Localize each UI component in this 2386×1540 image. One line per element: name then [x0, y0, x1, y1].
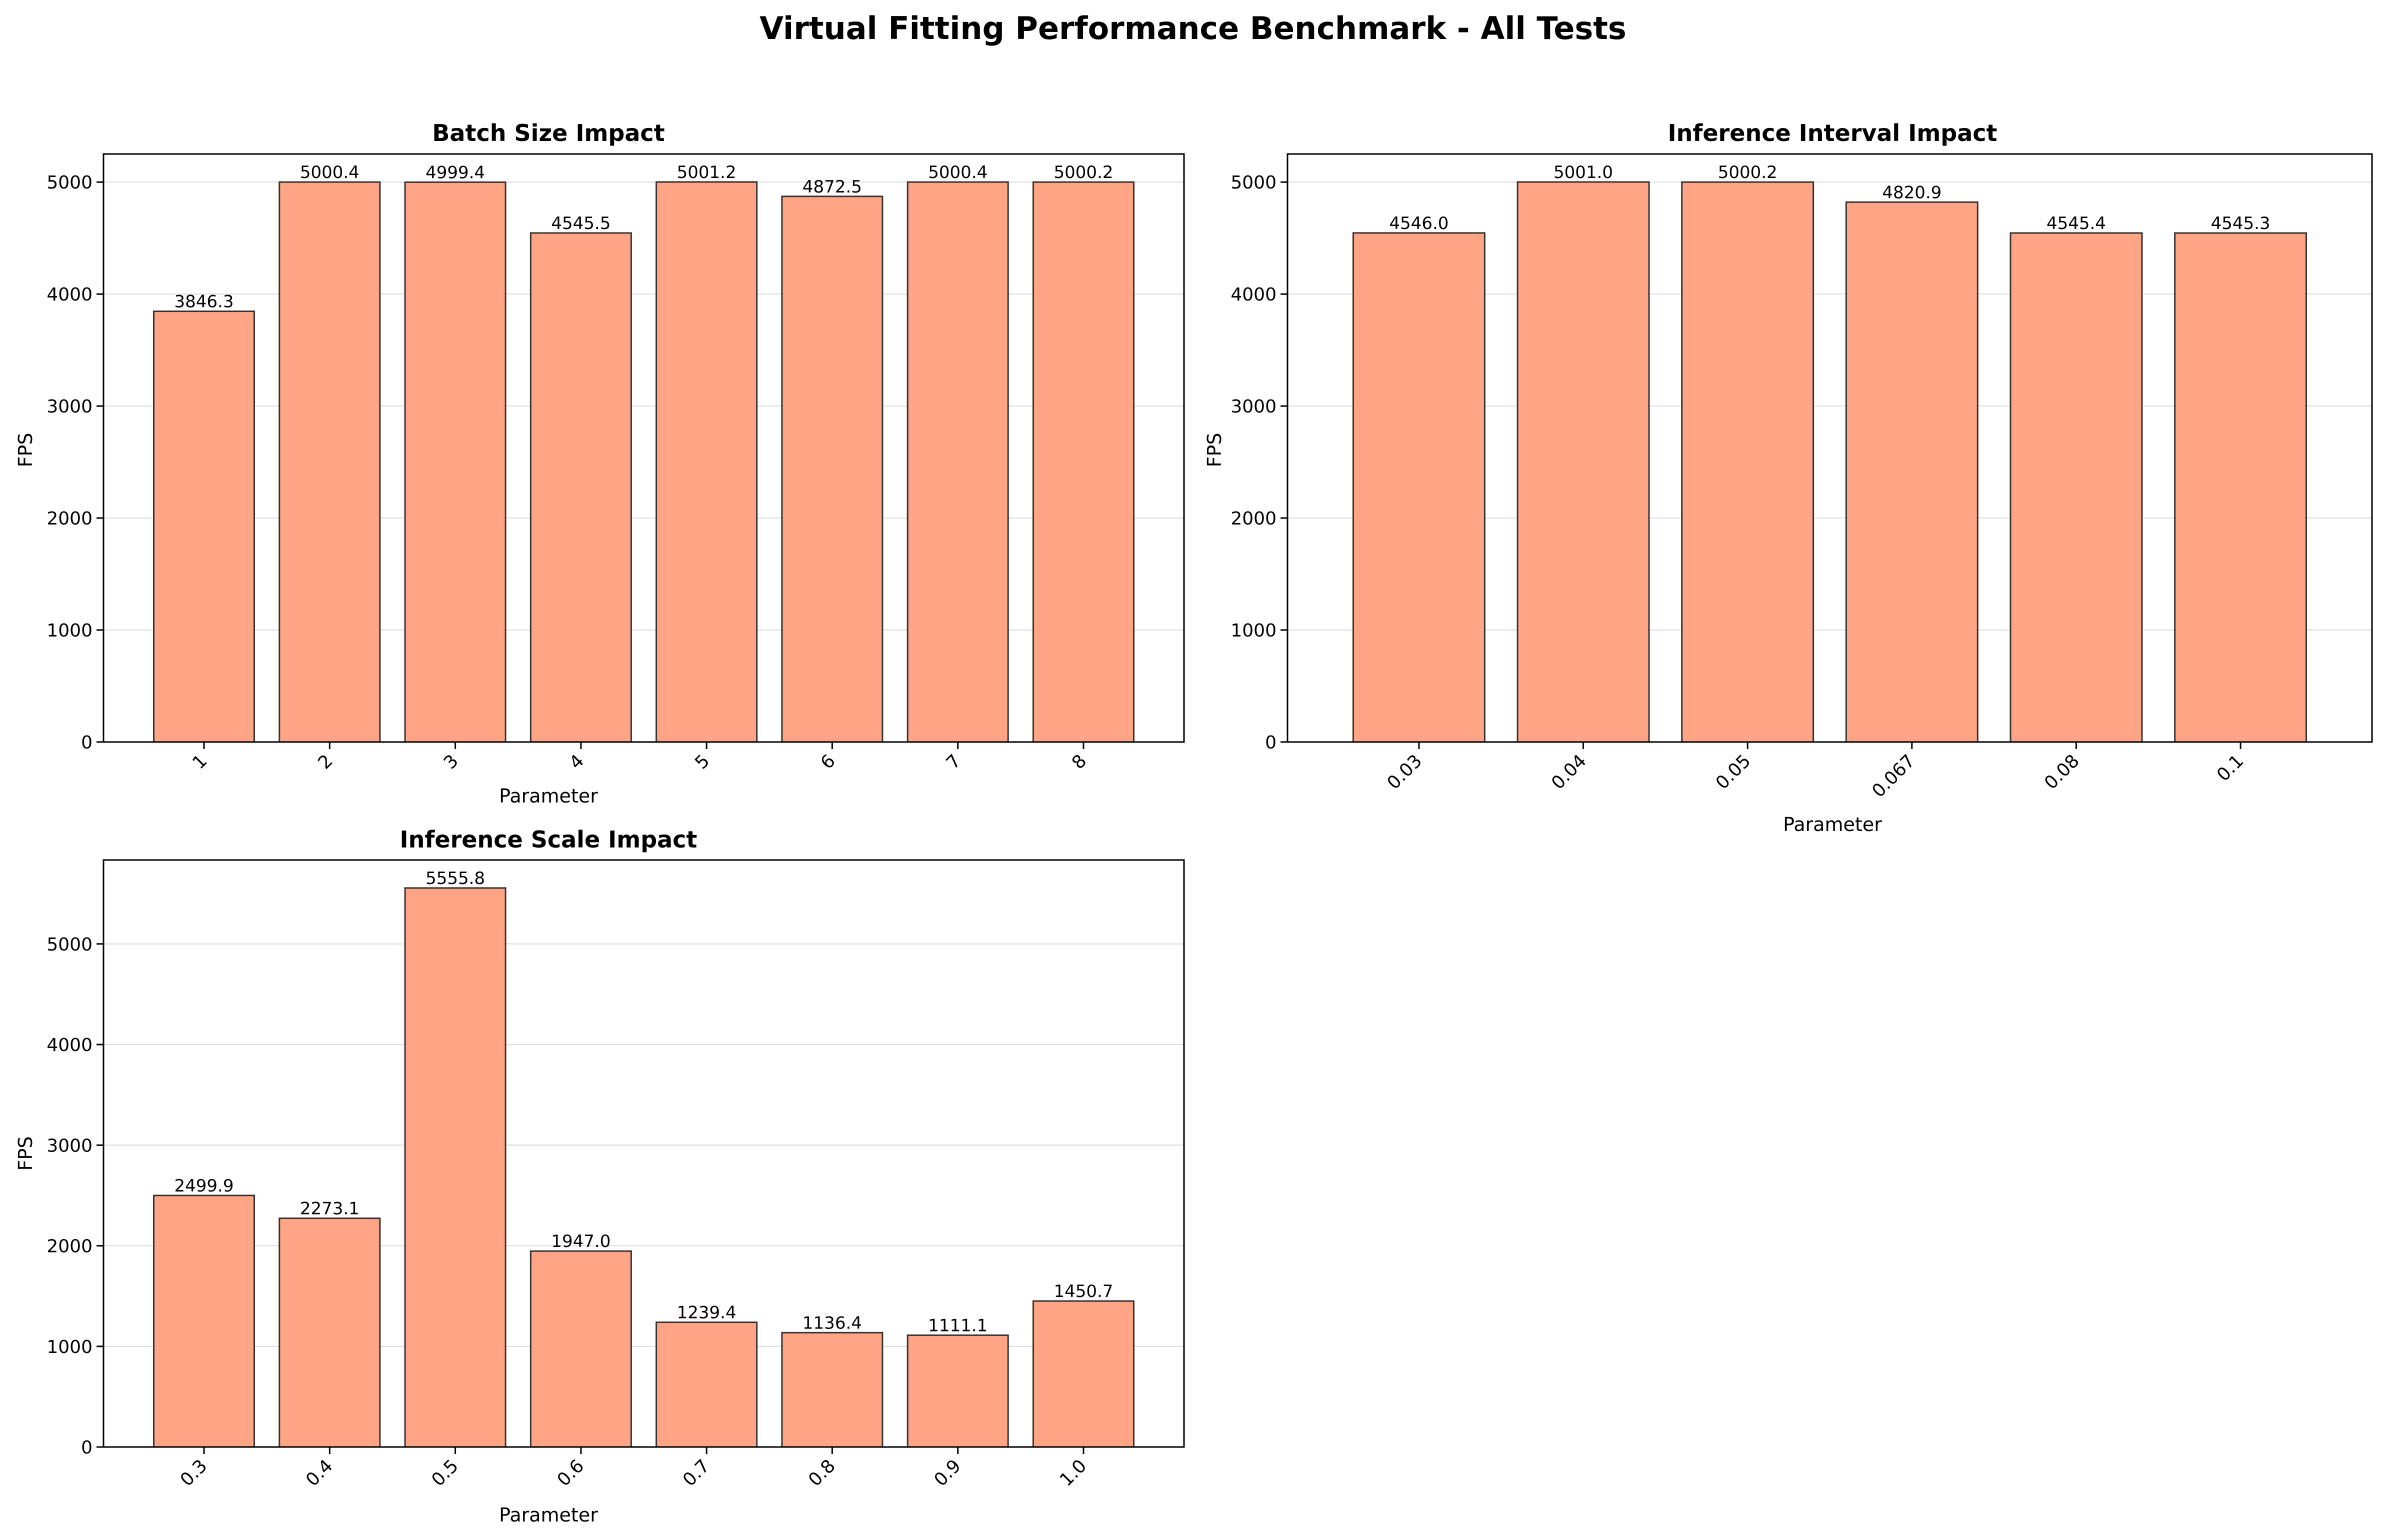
inference-scale-x-axis-label: Parameter	[499, 1504, 598, 1526]
batch-size-x-axis-label: Parameter	[499, 785, 598, 807]
batch-size-panel: Batch Size Impact Parameter FPS 0 1000 200…	[14, 120, 1185, 807]
inference-scale-y-tick-label: 1000	[46, 1337, 92, 1358]
inference-scale-bar	[906, 1334, 1009, 1448]
inference-interval-title: Inference Interval Impact	[1668, 120, 1997, 146]
inference-scale-bar	[278, 1218, 381, 1448]
batch-size-value-label: 3846.3	[174, 292, 234, 312]
inference-scale-value-label: 5555.8	[426, 868, 485, 888]
inference-scale-panel: Inference Scale Impact Parameter FPS 0 10…	[14, 826, 1185, 1526]
inference-interval-value-label: 4545.4	[2046, 214, 2106, 234]
inference-interval-y-tick-label: 4000	[1230, 284, 1276, 305]
batch-size-value-label: 5001.2	[677, 162, 736, 182]
batch-size-value-label: 5000.4	[928, 162, 988, 182]
inference-scale-value-label: 1136.4	[802, 1313, 862, 1333]
batch-size-bar	[530, 232, 632, 743]
batch-size-title: Batch Size Impact	[432, 120, 664, 146]
inference-scale-y-tick-label: 4000	[46, 1035, 92, 1056]
batch-size-y-axis-label: FPS	[14, 433, 36, 468]
inference-interval-value-label: 4545.3	[2211, 214, 2270, 234]
batch-size-y-tick-label: 1000	[46, 620, 92, 641]
batch-size-axes-frame	[102, 153, 1185, 743]
inference-interval-bar	[1352, 232, 1486, 743]
inference-scale-bar	[153, 1194, 256, 1448]
batch-size-y-tick-label: 0	[81, 732, 92, 753]
inference-scale-bar	[530, 1250, 632, 1448]
inference-interval-axes-frame	[1286, 153, 2373, 743]
inference-interval-bar	[1845, 201, 1978, 743]
inference-scale-value-label: 2273.1	[300, 1199, 360, 1219]
inference-interval-value-label: 4546.0	[1389, 214, 1448, 234]
inference-scale-bar	[656, 1322, 758, 1448]
inference-interval-value-label: 4820.9	[1882, 182, 1942, 202]
inference-scale-axes-frame	[102, 859, 1185, 1448]
inference-interval-y-tick-label: 1000	[1230, 620, 1276, 641]
batch-size-bar	[781, 196, 884, 743]
inference-scale-value-label: 1947.0	[551, 1232, 610, 1252]
batch-size-value-label: 5000.4	[300, 162, 360, 182]
inference-interval-bar	[2174, 232, 2308, 743]
inference-interval-y-tick-label: 3000	[1230, 396, 1276, 417]
inference-scale-y-tick-label: 0	[81, 1438, 92, 1458]
inference-interval-y-axis-label: FPS	[1204, 433, 1226, 468]
batch-size-value-label: 4872.5	[802, 177, 862, 197]
inference-scale-y-tick-label: 3000	[46, 1136, 92, 1156]
inference-interval-y-tick-label: 2000	[1230, 508, 1276, 529]
inference-interval-bar	[1516, 181, 1650, 743]
inference-interval-value-label: 5001.0	[1554, 162, 1613, 182]
inference-interval-value-label: 5000.2	[1718, 162, 1778, 182]
inference-scale-bar	[404, 887, 506, 1448]
inference-interval-y-tick-label: 0	[1265, 732, 1276, 753]
inference-scale-y-axis-label: FPS	[14, 1136, 36, 1171]
inference-scale-value-label: 1450.7	[1054, 1282, 1113, 1302]
inference-scale-bar	[1032, 1300, 1134, 1448]
inference-scale-value-label: 1111.1	[928, 1316, 988, 1336]
batch-size-y-tick-label: 5000	[46, 172, 92, 193]
batch-size-bar	[153, 310, 256, 743]
batch-size-y-tick-label: 2000	[46, 508, 92, 529]
figure-title: Virtual Fitting Performance Benchmark - …	[760, 10, 1626, 46]
inference-interval-panel: Inference Interval Impact Parameter FPS …	[1204, 120, 2373, 836]
inference-interval-y-tick-label: 5000	[1230, 172, 1276, 193]
inference-scale-value-label: 1239.4	[677, 1303, 736, 1323]
inference-interval-x-axis-label: Parameter	[1783, 814, 1882, 836]
batch-size-value-label: 5000.2	[1054, 162, 1113, 182]
inference-interval-bar	[2010, 232, 2143, 743]
batch-size-bar	[906, 181, 1009, 743]
batch-size-value-label: 4545.5	[551, 214, 610, 234]
inference-scale-title: Inference Scale Impact	[400, 826, 698, 853]
inference-scale-bar	[781, 1332, 884, 1448]
batch-size-value-label: 4999.4	[426, 162, 485, 182]
inference-scale-y-tick-label: 2000	[46, 1236, 92, 1257]
batch-size-bar	[278, 181, 381, 743]
batch-size-bar	[656, 181, 758, 743]
inference-scale-value-label: 2499.9	[174, 1176, 234, 1196]
inference-interval-bar	[1681, 181, 1814, 743]
batch-size-y-tick-label: 3000	[46, 396, 92, 417]
batch-size-bar	[1032, 181, 1134, 743]
batch-size-bar	[404, 181, 506, 743]
inference-scale-y-tick-label: 5000	[46, 934, 92, 955]
batch-size-y-tick-label: 4000	[46, 284, 92, 305]
